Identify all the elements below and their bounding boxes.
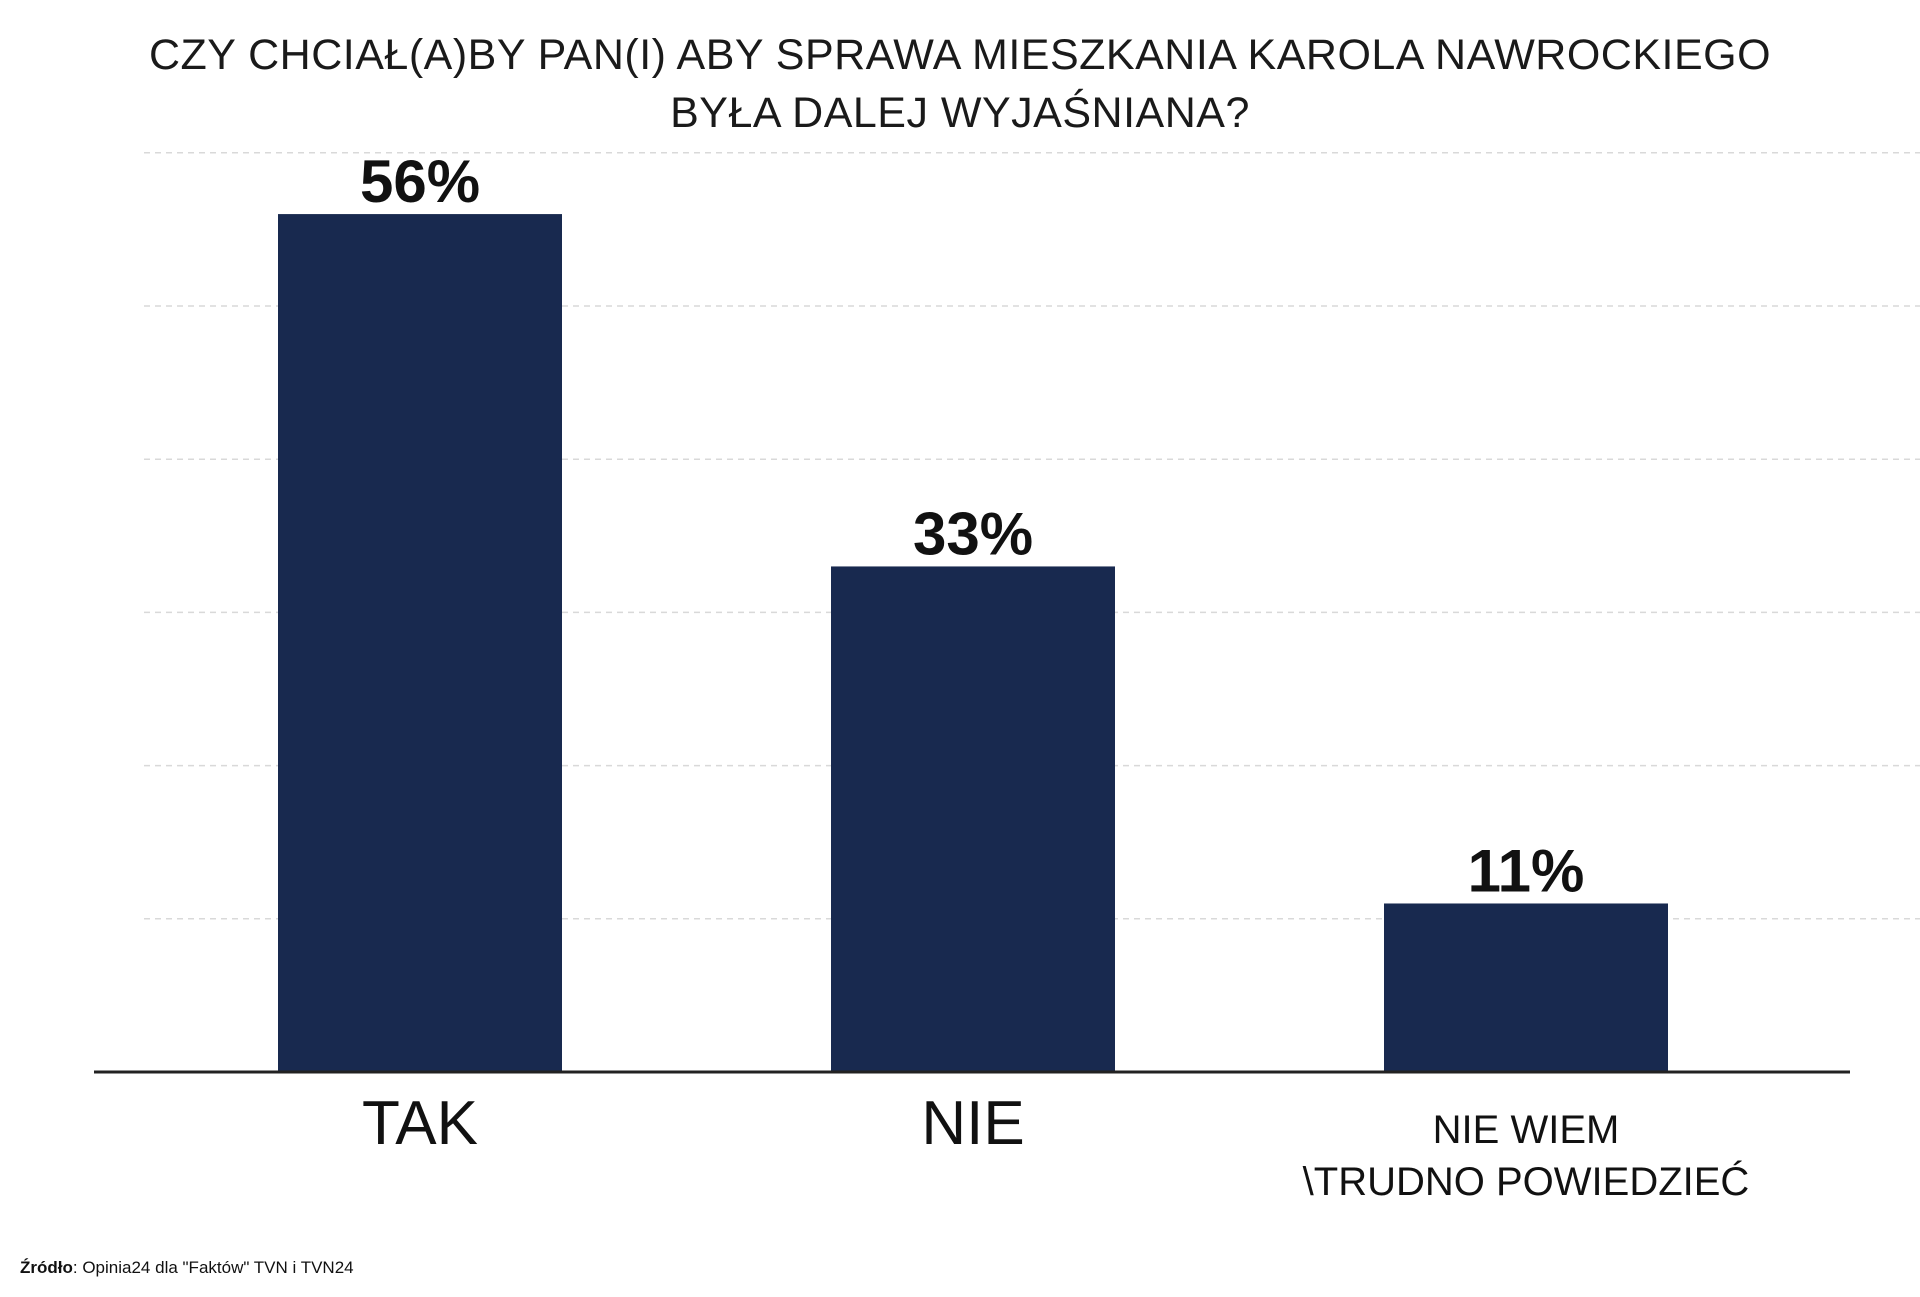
chart-title: CZY CHCIAŁ(A)BY PAN(I) ABY SPRAWA MIESZK… [0, 26, 1920, 142]
chart-title-line-2: BYŁA DALEJ WYJAŚNIANA? [670, 89, 1250, 137]
source-text: : Opinia24 dla "Faktów" TVN i TVN24 [72, 1258, 354, 1277]
source-label: Źródło [20, 1258, 73, 1277]
value-label-2: 11% [1468, 837, 1585, 904]
source-note: Źródło: Opinia24 dla "Faktów" TVN i TVN2… [20, 1258, 354, 1278]
chart-title-line-1: CZY CHCIAŁ(A)BY PAN(I) ABY SPRAWA MIESZK… [148, 31, 1772, 79]
category-labels: TAK NIE NIE WIEM \TRUDNO POWIEDZIEĆ [362, 1089, 1749, 1204]
bar-0 [278, 214, 562, 1072]
category-label-1-line-0: NIE [921, 1089, 1024, 1158]
bar-1 [831, 566, 1115, 1072]
category-label-2-line-1: \TRUDNO POWIEDZIEĆ [1303, 1159, 1750, 1204]
value-label-1: 33% [913, 500, 1033, 567]
category-label-2-line-0: NIE WIEM [1433, 1108, 1620, 1152]
bars [278, 214, 1668, 1072]
value-label-0: 56% [360, 148, 480, 215]
category-label-0-line-0: TAK [362, 1089, 478, 1158]
value-labels: 56% 33% 11% [360, 148, 1584, 904]
bar-2 [1384, 903, 1668, 1072]
